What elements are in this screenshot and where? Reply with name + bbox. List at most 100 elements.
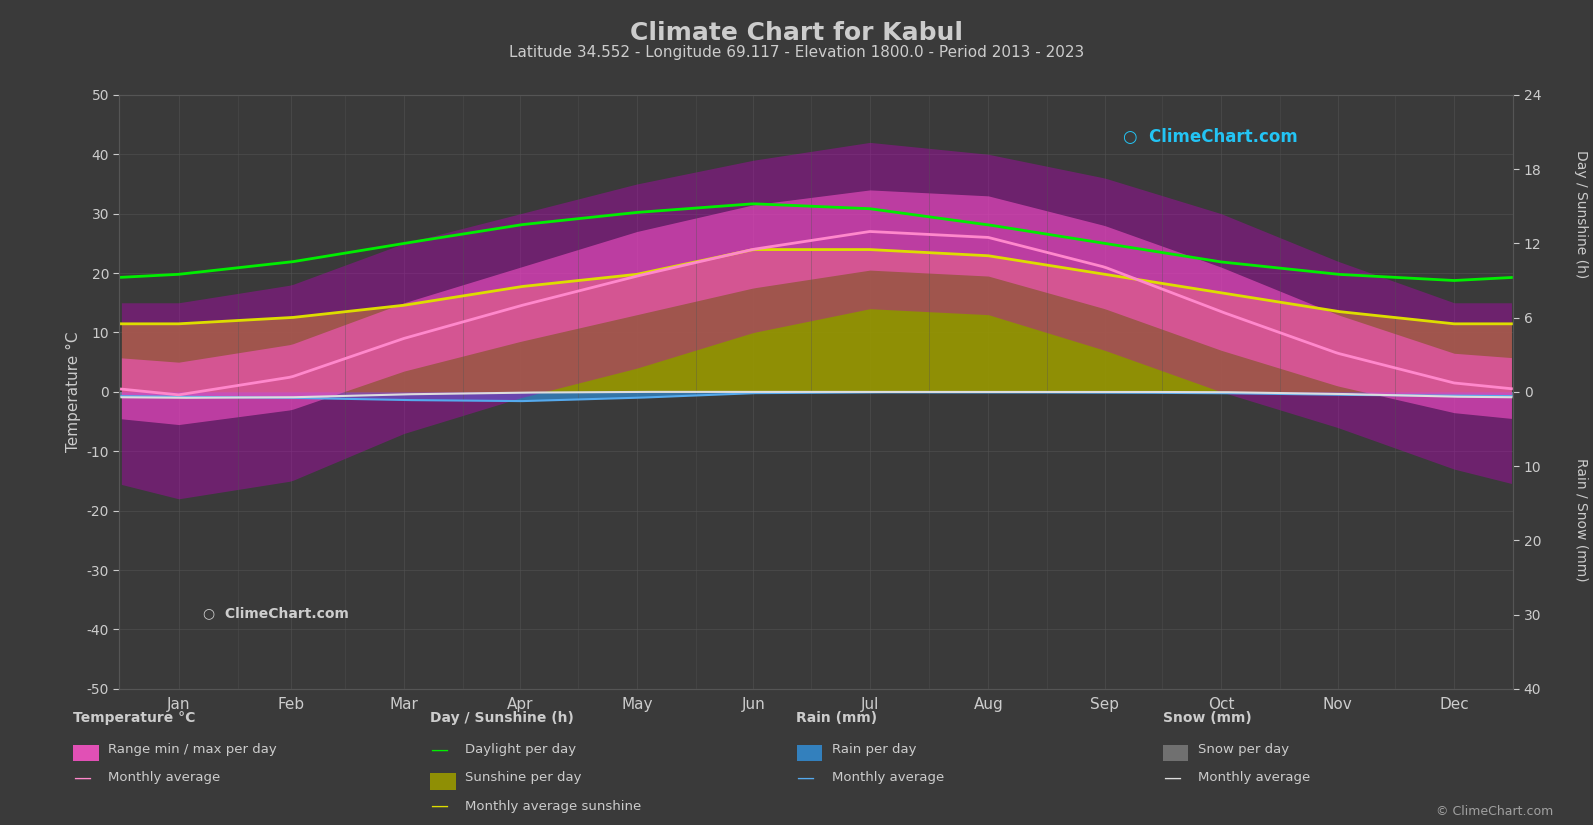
Bar — [147, 392, 150, 397]
Bar — [581, 392, 585, 399]
Bar — [1410, 392, 1415, 396]
Bar — [349, 392, 352, 396]
Bar — [1459, 392, 1464, 396]
Bar — [1262, 392, 1265, 393]
Bar — [429, 392, 433, 394]
Bar — [387, 392, 390, 400]
Text: Snow (mm): Snow (mm) — [1163, 711, 1252, 725]
Bar — [276, 392, 280, 398]
Bar — [1407, 392, 1410, 395]
Bar — [177, 392, 180, 398]
Bar — [750, 392, 753, 394]
Bar — [344, 392, 349, 396]
Bar — [513, 392, 516, 401]
Bar — [1188, 392, 1193, 393]
Bar — [1292, 392, 1295, 394]
Bar — [475, 392, 478, 394]
Bar — [491, 392, 494, 401]
Text: Monthly average: Monthly average — [1198, 771, 1309, 785]
Bar — [368, 392, 371, 395]
Text: Monthly average: Monthly average — [832, 771, 943, 785]
Bar — [212, 392, 215, 398]
Bar — [406, 392, 409, 394]
Bar — [311, 392, 314, 397]
Y-axis label: Temperature °C: Temperature °C — [65, 332, 81, 452]
Bar — [226, 392, 231, 397]
Bar — [1200, 392, 1204, 393]
Bar — [1311, 392, 1314, 394]
Bar — [357, 392, 360, 395]
Bar — [1497, 392, 1502, 397]
Text: © ClimeChart.com: © ClimeChart.com — [1435, 805, 1553, 818]
Text: Range min / max per day: Range min / max per day — [108, 743, 277, 757]
Bar — [253, 392, 256, 398]
Bar — [223, 392, 226, 398]
Bar — [726, 392, 731, 394]
Bar — [464, 392, 467, 401]
Bar — [135, 392, 139, 396]
Bar — [1391, 392, 1395, 395]
Bar — [1475, 392, 1478, 397]
Bar — [376, 392, 379, 395]
Bar — [338, 392, 341, 396]
Bar — [505, 392, 510, 393]
Bar — [280, 392, 284, 398]
Bar — [589, 392, 593, 399]
Bar — [292, 392, 295, 398]
Bar — [352, 392, 357, 396]
Bar — [1327, 392, 1330, 394]
Bar — [1421, 392, 1426, 396]
Bar — [1196, 392, 1200, 393]
Bar — [808, 392, 811, 393]
Bar — [693, 392, 696, 395]
Bar — [524, 392, 529, 401]
Bar — [215, 392, 218, 398]
Bar — [1440, 392, 1445, 397]
Bar — [814, 392, 819, 393]
Bar — [769, 392, 773, 393]
Bar — [585, 392, 589, 399]
Bar — [1380, 392, 1383, 395]
Bar — [135, 392, 139, 398]
Bar — [1300, 392, 1303, 394]
Bar — [1426, 392, 1429, 396]
Bar — [1456, 392, 1459, 397]
Bar — [1349, 392, 1352, 394]
Bar — [131, 392, 135, 398]
Bar — [1128, 392, 1131, 393]
Bar — [292, 392, 295, 398]
Bar — [425, 392, 429, 394]
Bar — [368, 392, 371, 399]
Bar — [150, 392, 155, 398]
Bar — [1311, 392, 1314, 394]
Bar — [559, 392, 562, 400]
Bar — [1365, 392, 1368, 395]
Bar — [166, 392, 169, 398]
Bar — [604, 392, 609, 398]
Bar — [1491, 392, 1494, 397]
Bar — [677, 392, 680, 396]
Bar — [1472, 392, 1475, 397]
Bar — [1399, 392, 1402, 395]
Bar — [295, 392, 299, 398]
Bar — [147, 392, 150, 398]
Bar — [1330, 392, 1333, 394]
Bar — [1491, 392, 1494, 396]
Bar — [781, 392, 784, 393]
Bar — [1357, 392, 1360, 395]
Bar — [1399, 392, 1402, 395]
Bar — [212, 392, 215, 397]
Bar — [1349, 392, 1352, 395]
Bar — [1402, 392, 1407, 395]
Bar — [401, 392, 406, 400]
Bar — [1388, 392, 1391, 395]
Bar — [1295, 392, 1300, 394]
Bar — [1483, 392, 1486, 397]
Bar — [1383, 392, 1388, 395]
Bar — [1505, 392, 1510, 397]
Bar — [142, 392, 147, 398]
Bar — [440, 392, 444, 400]
Bar — [513, 392, 516, 393]
Bar — [1497, 392, 1502, 396]
Bar — [311, 392, 314, 398]
